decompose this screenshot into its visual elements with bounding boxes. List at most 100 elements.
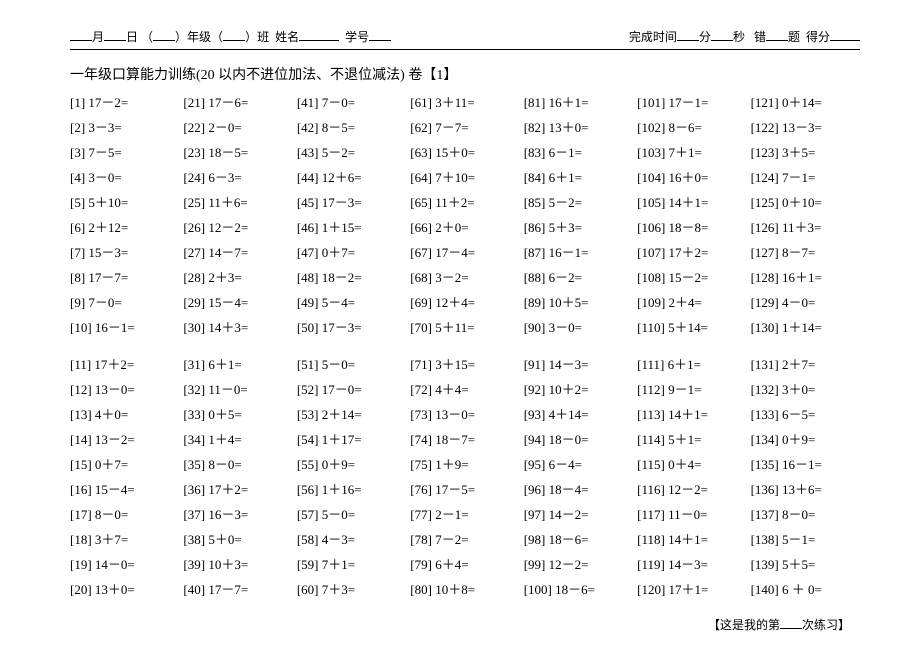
problem-cell: [77] 2－1= [410, 504, 519, 523]
problem-cell: [43] 5－2= [297, 142, 406, 161]
time-label: 完成时间 [629, 30, 677, 44]
problem-cell: [130] 1＋14= [751, 317, 860, 336]
problem-cell: [138] 5－1= [751, 529, 860, 548]
header-right: 完成时间分秒 错题 得分 [629, 28, 860, 45]
problem-cell: [89] 10＋5= [524, 292, 633, 311]
problem-cell: [107] 17＋2= [637, 242, 746, 261]
problem-cell: [75] 1＋9= [410, 454, 519, 473]
problem-cell: [123] 3＋5= [751, 142, 860, 161]
problem-cell: [74] 18－7= [410, 429, 519, 448]
problem-cell: [108] 15－2= [637, 267, 746, 286]
problem-cell: [6] 2＋12= [70, 217, 179, 236]
grade-close: ）年级（ [175, 30, 223, 44]
problem-cell: [17] 8－0= [70, 504, 179, 523]
problem-cell: [26] 12－2= [183, 217, 292, 236]
problem-cell: [64] 7＋10= [410, 167, 519, 186]
problem-cell: [136] 13＋6= [751, 479, 860, 498]
problem-cell: [11] 17＋2= [70, 354, 179, 373]
problem-cell: [21] 17－6= [183, 92, 292, 111]
worksheet-header: 月日 （）年级（）班 姓名 学号 完成时间分秒 错题 得分 [70, 28, 860, 50]
problem-cell: [139] 5＋5= [751, 554, 860, 573]
problem-cell: [76] 17－5= [410, 479, 519, 498]
problem-cell: [69] 12＋4= [410, 292, 519, 311]
problem-cell: [79] 6＋4= [410, 554, 519, 573]
wrong-label: 错 [754, 30, 766, 44]
problem-cell: [137] 8－0= [751, 504, 860, 523]
problem-cell: [122] 13－3= [751, 117, 860, 136]
problem-cell: [65] 11＋2= [410, 192, 519, 211]
problem-cell: [52] 17－0= [297, 379, 406, 398]
problem-cell: [83] 6－1= [524, 142, 633, 161]
problem-cell: [97] 14－2= [524, 504, 633, 523]
problem-cell: [114] 5＋1= [637, 429, 746, 448]
problem-cell: [84] 6＋1= [524, 167, 633, 186]
problem-cell: [48] 18－2= [297, 267, 406, 286]
problem-cell: [92] 10＋2= [524, 379, 633, 398]
problem-cell: [33] 0＋5= [183, 404, 292, 423]
problem-cell: [67] 17－4= [410, 242, 519, 261]
problem-cell: [127] 8－7= [751, 242, 860, 261]
wrong-unit: 题 [788, 30, 800, 44]
problem-cell: [32] 11－0= [183, 379, 292, 398]
problem-cell: [7] 15－3= [70, 242, 179, 261]
class-close: ）班 [245, 30, 269, 44]
problem-cell: [29] 15－4= [183, 292, 292, 311]
problem-cell: [80] 10＋8= [410, 579, 519, 598]
problem-cell: [110] 5＋14= [637, 317, 746, 336]
problem-cell: [54] 1＋17= [297, 429, 406, 448]
problem-cell: [20] 13＋0= [70, 579, 179, 598]
problem-cell: [126] 11＋3= [751, 217, 860, 236]
problem-cell: [30] 14＋3= [183, 317, 292, 336]
problem-cell: [96] 18－4= [524, 479, 633, 498]
problem-cell: [101] 17－1= [637, 92, 746, 111]
problem-cell: [68] 3－2= [410, 267, 519, 286]
problem-cell: [4] 3－0= [70, 167, 179, 186]
problem-cell: [95] 6－4= [524, 454, 633, 473]
problem-cell: [56] 1＋16= [297, 479, 406, 498]
problem-cell: [37] 16－3= [183, 504, 292, 523]
id-label: 学号 [345, 30, 369, 44]
problem-cell: [58] 4－3= [297, 529, 406, 548]
problem-cell: [18] 3＋7= [70, 529, 179, 548]
problem-cell: [119] 14－3= [637, 554, 746, 573]
problem-cell: [85] 5－2= [524, 192, 633, 211]
problem-cell: [86] 5＋3= [524, 217, 633, 236]
problem-cell: [19] 14－0= [70, 554, 179, 573]
day-label: 日 [126, 30, 138, 44]
problem-cell: [102] 8－6= [637, 117, 746, 136]
problem-cell: [134] 0＋9= [751, 429, 860, 448]
problem-cell: [112] 9－1= [637, 379, 746, 398]
problem-cell: [133] 6－5= [751, 404, 860, 423]
problem-cell: [41] 7－0= [297, 92, 406, 111]
problem-cell: [24] 6－3= [183, 167, 292, 186]
problem-cell: [28] 2＋3= [183, 267, 292, 286]
problem-cell: [53] 2＋14= [297, 404, 406, 423]
problem-cell: [59] 7＋1= [297, 554, 406, 573]
problem-cell: [23] 18－5= [183, 142, 292, 161]
problem-cell: [106] 18－8= [637, 217, 746, 236]
problem-cell: [39] 10＋3= [183, 554, 292, 573]
problem-cell: [81] 16＋1= [524, 92, 633, 111]
problem-cell: [87] 16－1= [524, 242, 633, 261]
problem-cell: [38] 5＋0= [183, 529, 292, 548]
problem-cell: [100] 18－6= [524, 579, 633, 598]
problem-cell: [105] 14＋1= [637, 192, 746, 211]
problem-cell: [1] 17－2= [70, 92, 179, 111]
problem-cell: [124] 7－1= [751, 167, 860, 186]
problem-cell: [47] 0＋7= [297, 242, 406, 261]
footer-note: 【这是我的第次练习】 [70, 616, 860, 633]
problem-cell: [113] 14＋1= [637, 404, 746, 423]
problem-cell: [15] 0＋7= [70, 454, 179, 473]
problem-cell: [31] 6＋1= [183, 354, 292, 373]
problem-cell: [2] 3－3= [70, 117, 179, 136]
problem-cell: [118] 14＋1= [637, 529, 746, 548]
problem-cell: [71] 3＋15= [410, 354, 519, 373]
problem-cell: [70] 5＋11= [410, 317, 519, 336]
problem-cell: [51] 5－0= [297, 354, 406, 373]
problem-cell: [111] 6＋1= [637, 354, 746, 373]
problem-cell: [27] 14－7= [183, 242, 292, 261]
problem-cell: [132] 3＋0= [751, 379, 860, 398]
problem-cell: [115] 0＋4= [637, 454, 746, 473]
problem-cell: [44] 12＋6= [297, 167, 406, 186]
problem-cell: [34] 1＋4= [183, 429, 292, 448]
